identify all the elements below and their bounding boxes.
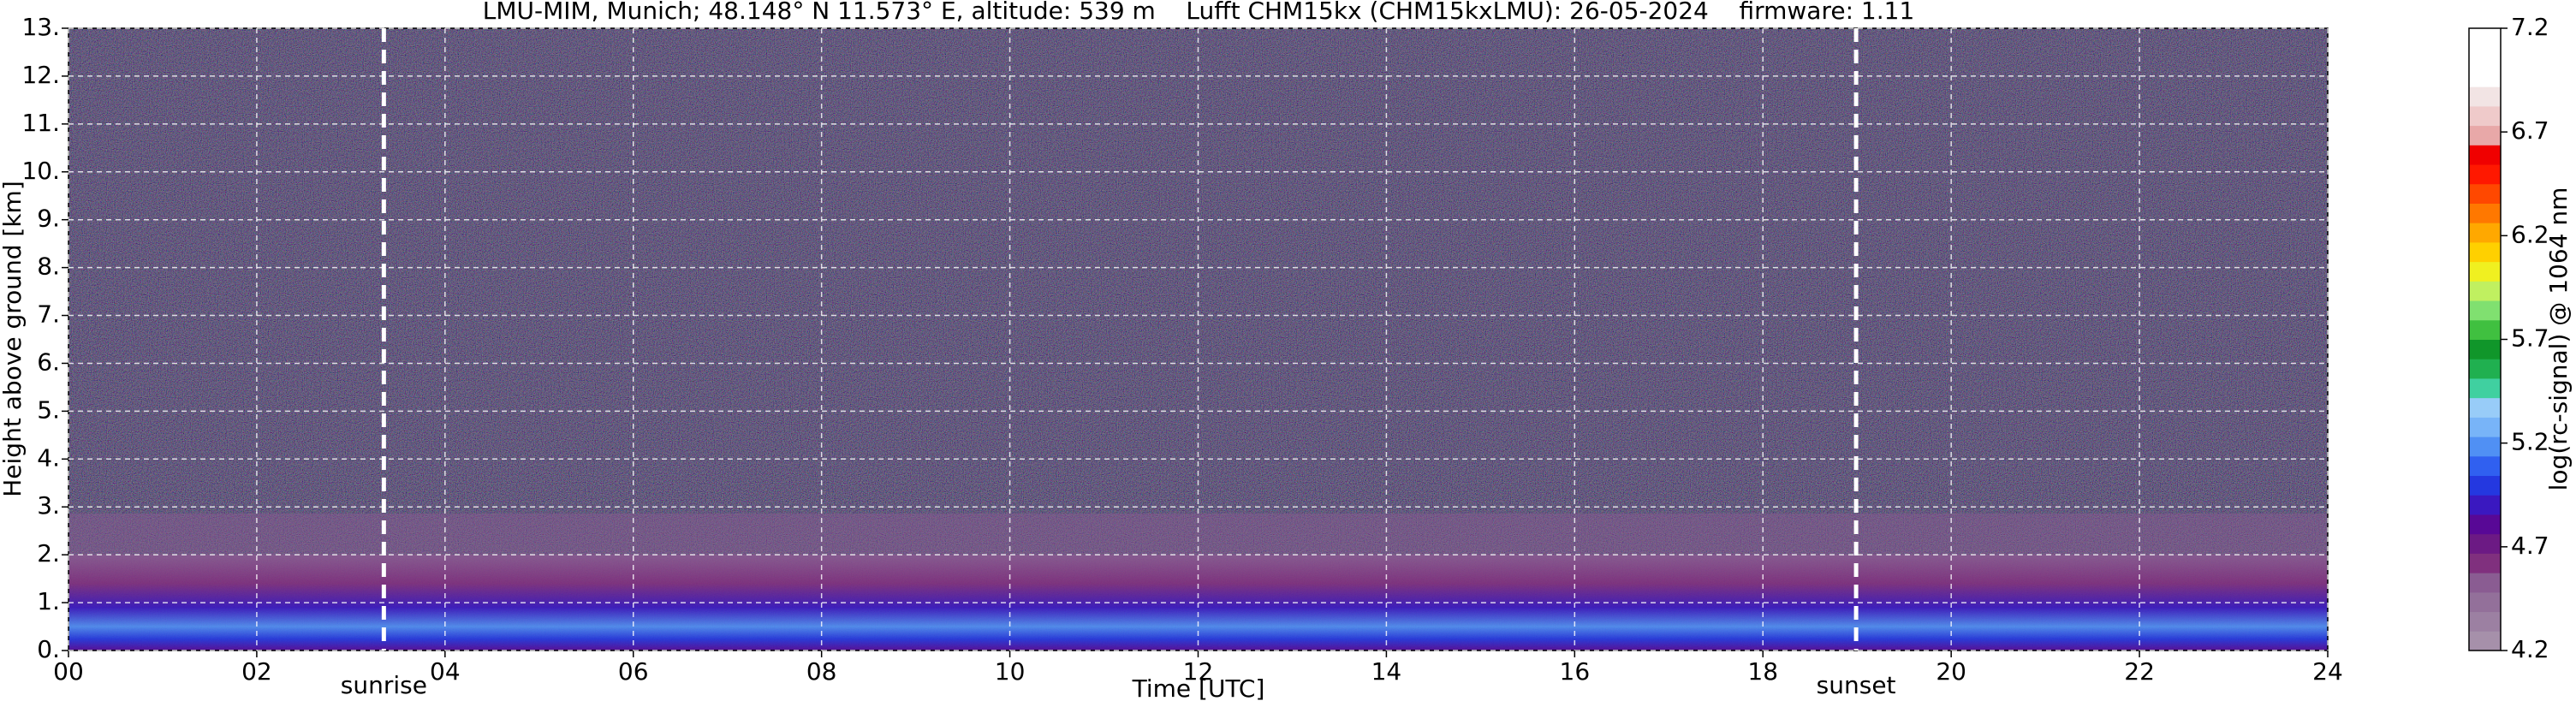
colorbar-step	[2469, 67, 2501, 87]
colorbar-step	[2469, 261, 2501, 282]
colorbar-tick-label: 6.2	[2511, 220, 2549, 248]
chart-title: LMU-MIM, Munich; 48.148° N 11.573° E, al…	[483, 0, 1915, 25]
colorbar-step	[2469, 319, 2501, 340]
colorbar-tick-label: 4.7	[2511, 532, 2549, 560]
y-tick-label: 2.	[37, 539, 60, 567]
y-tick-label: 4.	[37, 443, 60, 472]
y-tick-label: 6.	[37, 348, 60, 376]
colorbar-step	[2469, 377, 2501, 399]
colorbar-label: log(rc-signal) @ 1064 nm	[2544, 187, 2573, 491]
colorbar-step	[2469, 573, 2501, 593]
colorbar-step	[2469, 86, 2501, 107]
colorbar-step	[2469, 223, 2501, 243]
y-tick-label: 8.	[37, 253, 60, 281]
colorbar-tick-label: 5.7	[2511, 324, 2549, 353]
x-tick-label: 18	[1747, 657, 1778, 686]
colorbar-step	[2469, 164, 2501, 185]
colorbar-step	[2469, 281, 2501, 301]
colorbar-step	[2469, 47, 2501, 68]
colorbar-step	[2469, 495, 2501, 515]
colorbar-step	[2469, 203, 2501, 223]
colorbar-step	[2469, 183, 2501, 204]
x-tick-label: 22	[2124, 657, 2155, 686]
y-axis-label: Height above ground [km]	[0, 181, 27, 497]
colorbar-step	[2469, 437, 2501, 457]
y-tick-label: 5.	[37, 395, 60, 424]
colorbar-step	[2469, 455, 2501, 477]
x-tick-label: 04	[430, 657, 461, 686]
y-tick-label: 7.	[37, 300, 60, 329]
x-axis-label: Time [UTC]	[1132, 674, 1265, 703]
colorbar-tick-label: 5.2	[2511, 428, 2549, 456]
annotation-label: sunset	[1817, 671, 1896, 699]
x-tick-label: 12	[1183, 657, 1214, 686]
y-tick-label: 10.	[21, 157, 60, 185]
y-tick-label: 3.	[37, 491, 60, 520]
x-tick-label: 24	[2312, 657, 2343, 686]
x-tick-label: 08	[806, 657, 837, 686]
y-tick-label: 0.	[37, 635, 60, 663]
x-tick-label: 20	[1936, 657, 1966, 686]
x-tick-label: 06	[618, 657, 649, 686]
colorbar-tick-label: 7.2	[2511, 13, 2549, 41]
x-tick-label: 16	[1560, 657, 1591, 686]
colorbar-step	[2469, 397, 2501, 418]
colorbar-tick-label: 6.7	[2511, 116, 2549, 145]
colorbar-step	[2469, 300, 2501, 321]
colorbar-step	[2469, 417, 2501, 437]
y-tick-label: 12.	[21, 61, 60, 89]
colorbar-step	[2469, 553, 2501, 573]
colorbar-step	[2469, 591, 2501, 613]
colorbar-step	[2469, 533, 2501, 554]
colorbar-step	[2469, 145, 2501, 165]
colorbar-tick-label: 4.2	[2511, 635, 2549, 663]
y-tick-label: 11.	[21, 109, 60, 137]
colorbar-step	[2469, 475, 2501, 496]
y-tick-label: 13.	[21, 13, 60, 41]
colorbar-step	[2469, 28, 2501, 49]
colorbar-step	[2469, 631, 2501, 651]
y-tick-label: 9.	[37, 205, 60, 233]
x-tick-label: 02	[241, 657, 272, 686]
colorbar-step	[2469, 611, 2501, 632]
x-tick-label: 10	[995, 657, 1026, 686]
y-tick-label: 1.	[37, 587, 60, 615]
colorbar-step	[2469, 359, 2501, 379]
colorbar-step	[2469, 125, 2501, 146]
colorbar-step	[2469, 241, 2501, 263]
colorbar-step	[2469, 105, 2501, 127]
x-tick-label: 14	[1371, 657, 1402, 686]
colorbar-step	[2469, 514, 2501, 535]
x-tick-label: 00	[53, 657, 84, 686]
colorbar-step	[2469, 339, 2501, 359]
annotation-label: sunrise	[341, 671, 427, 699]
